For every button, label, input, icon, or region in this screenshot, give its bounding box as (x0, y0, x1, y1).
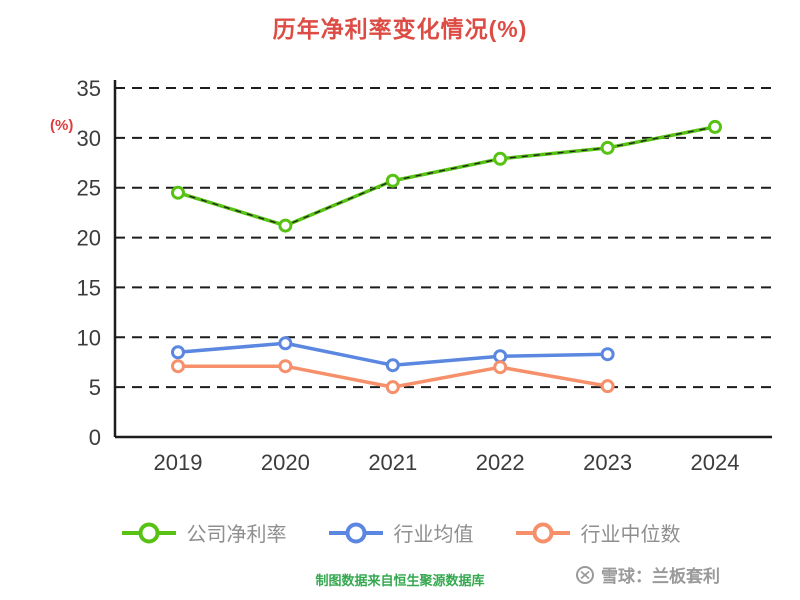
svg-text:5: 5 (89, 375, 101, 400)
data-source-note: 制图数据来自恒生聚源数据库 (315, 573, 485, 588)
svg-text:20: 20 (77, 226, 101, 251)
legend-marker-icon (121, 522, 176, 543)
chart-legend: 公司净利率 行业均值 行业中位数 (0, 518, 800, 547)
legend-label: 公司净利率 (186, 524, 287, 546)
y-axis-label: (%) (50, 117, 74, 134)
svg-text:2022: 2022 (476, 450, 525, 475)
legend-label: 行业中位数 (580, 524, 681, 546)
legend-item: 公司净利率 (120, 518, 287, 547)
svg-text:30: 30 (77, 126, 101, 151)
svg-text:2021: 2021 (368, 450, 417, 475)
xueqiu-logo-icon (576, 565, 594, 584)
svg-text:2024: 2024 (691, 450, 740, 475)
svg-text:2023: 2023 (583, 450, 632, 475)
brand-text: 雪球：兰板套利 (601, 567, 720, 586)
legend-item: 行业中位数 (514, 518, 681, 547)
brand-watermark: 雪球：兰板套利 (575, 562, 720, 587)
chart-title: 历年净利率变化情况(%) (272, 16, 528, 42)
svg-text:15: 15 (77, 275, 101, 300)
svg-text:2019: 2019 (154, 450, 203, 475)
legend-label: 行业均值 (393, 524, 474, 546)
svg-text:25: 25 (77, 176, 101, 201)
svg-text:35: 35 (77, 76, 101, 101)
svg-text:10: 10 (77, 325, 101, 350)
svg-text:2020: 2020 (261, 450, 310, 475)
svg-text:0: 0 (89, 425, 101, 450)
legend-item: 行业均值 (327, 518, 474, 547)
legend-marker-icon (328, 522, 383, 543)
legend-marker-icon (515, 522, 570, 543)
